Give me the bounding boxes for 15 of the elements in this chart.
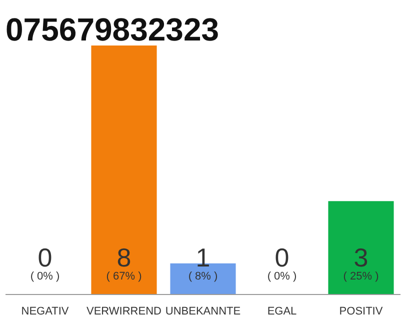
x-tick-label: NEGATIV bbox=[21, 306, 70, 318]
annotation: ( 8% ) bbox=[188, 270, 218, 282]
x-tick-label: UNBEKANNTE bbox=[165, 306, 241, 318]
data-label: 8 bbox=[116, 242, 132, 272]
x-tick-label: POSITIV bbox=[339, 306, 384, 318]
annotation: ( 0% ) bbox=[30, 270, 60, 282]
x-tick-label: VERWIRREND bbox=[86, 306, 162, 318]
data-label: 0 bbox=[38, 242, 52, 272]
chart-title: 075679832323 bbox=[6, 12, 220, 48]
data-label: 0 bbox=[274, 242, 290, 272]
x-tick-label: EGAL bbox=[267, 306, 297, 318]
annotation: ( 0% ) bbox=[267, 270, 297, 282]
data-label: 3 bbox=[354, 242, 368, 272]
annotation: ( 67% ) bbox=[106, 270, 142, 282]
annotation: ( 25% ) bbox=[343, 270, 379, 282]
